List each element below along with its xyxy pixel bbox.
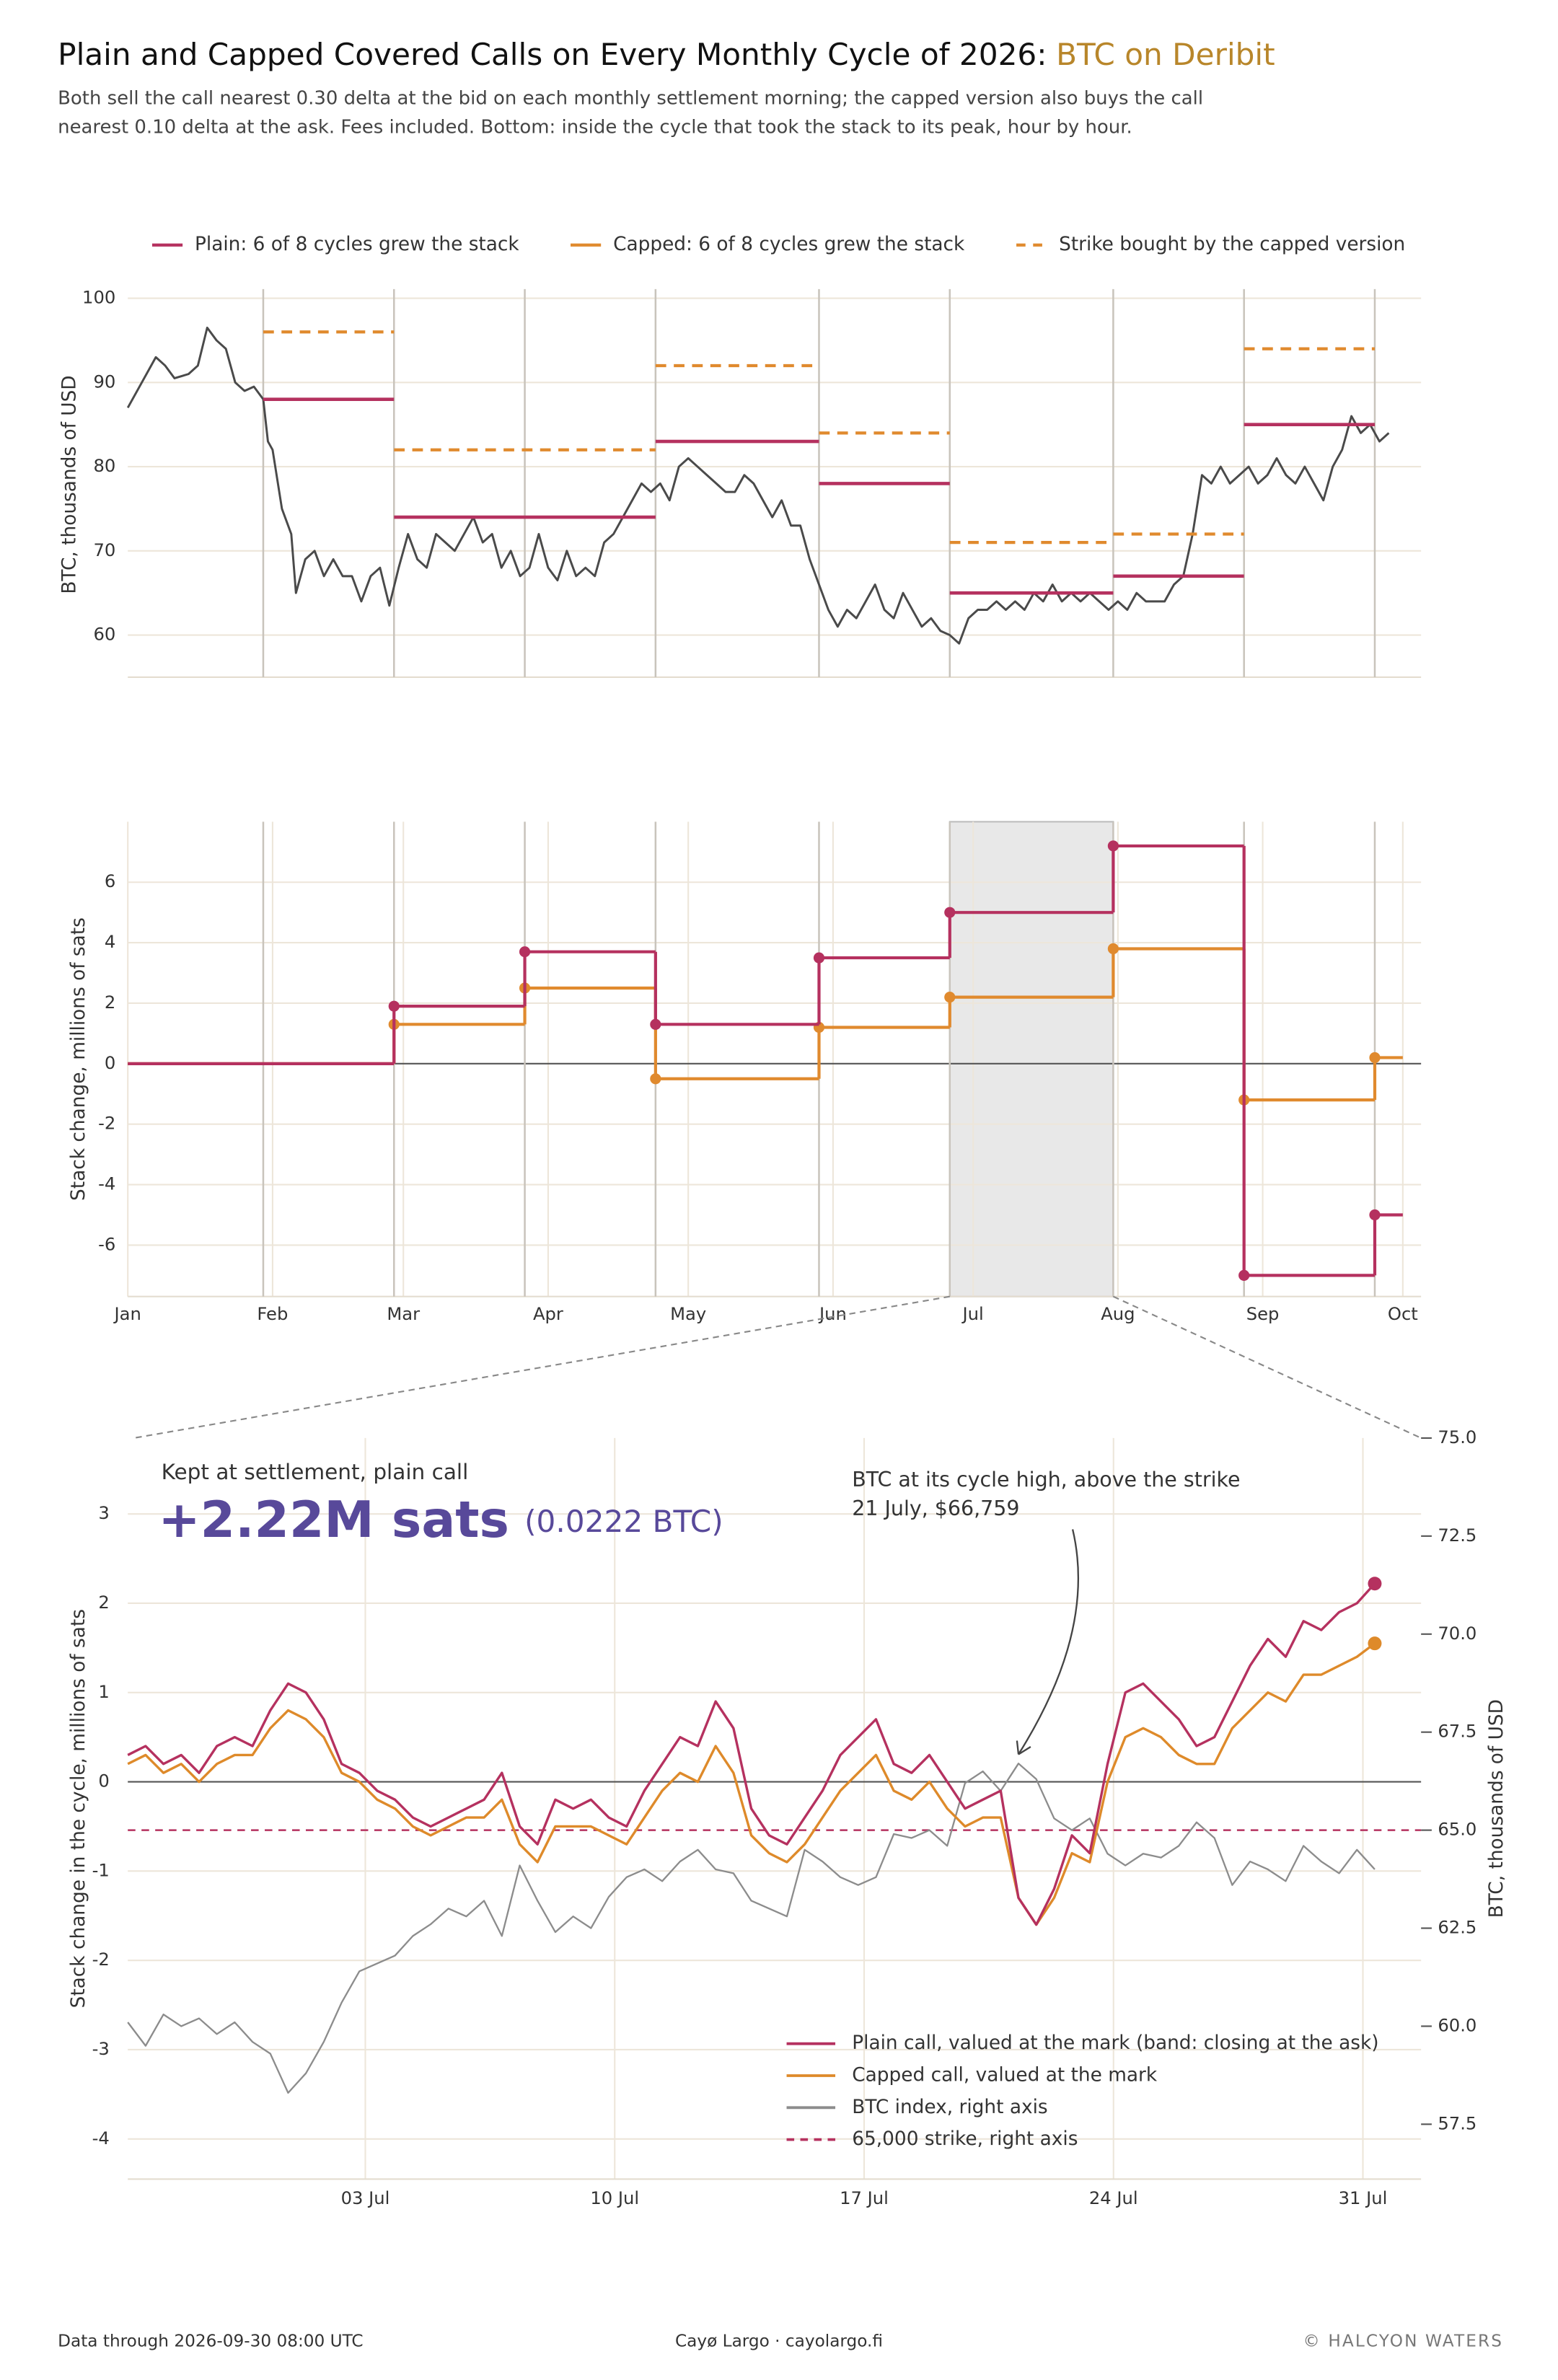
x-tick-label: Jul [961,1303,984,1324]
footer-left: Data through 2026-09-30 08:00 UTC [58,2332,363,2351]
x-tick-label: May [670,1303,706,1324]
legend-label: 65,000 strike, right axis [852,2128,1078,2150]
annotation-arrow [1018,1529,1080,1755]
series-line [127,1582,1376,1926]
x-tick-label: Apr [533,1303,563,1324]
end-dot [1368,1577,1382,1591]
y2-axis-label: BTC, thousands of USD [1486,1699,1508,1918]
y-tick-label: 0 [105,1052,115,1073]
y-tick-label: 4 [105,931,115,952]
settlement-dot [1369,1052,1381,1064]
y-tick-label: 90 [93,371,115,392]
annotation: 21 July, $66,759 [852,1497,1019,1520]
y2-tick-label: 67.5 [1438,1721,1476,1742]
y2-tick-label: 57.5 [1438,2112,1476,2133]
y-tick-label: -4 [98,1173,115,1194]
subtitle-line: nearest 0.10 delta at the ask. Fees incl… [58,117,1132,138]
footer-center: Cayø Largo · cayolargo.fi [675,2332,883,2351]
settlement-dot [1238,1269,1250,1281]
annotation: BTC at its cycle high, above the strike [852,1468,1240,1491]
y2-tick-label: 60.0 [1438,2014,1476,2035]
price-line [126,326,1390,645]
legend-label: Plain call, valued at the mark (band: cl… [852,2032,1378,2054]
legend-label: Plain: 6 of 8 cycles grew the stack [195,234,519,255]
x-tick-label: 10 Jul [590,2187,639,2208]
x-tick-label: 24 Jul [1089,2187,1138,2208]
y2-tick-label: 65.0 [1438,1819,1476,1840]
y2-tick-label: 62.5 [1438,1917,1476,1938]
legend-label: Strike bought by the capped version [1059,234,1405,255]
headline-sats: +2.22M sats [158,1491,509,1549]
x-tick-label: Mar [387,1303,420,1324]
y-tick-label: -1 [92,1859,110,1880]
x-tick-label: Aug [1101,1303,1135,1324]
y-axis-label: Stack change, millions of sats [68,917,89,1201]
arrow-head [1016,1740,1031,1755]
y-tick-label: 80 [93,455,115,476]
y-tick-label: 3 [98,1502,109,1523]
title-highlight: BTC on Deribit [1056,37,1275,72]
x-tick-label: 03 Jul [341,2187,390,2208]
title-main: Plain and Capped Covered Calls on Every … [58,37,1047,72]
y-tick-label: -2 [92,1949,110,1970]
peak-cycle-band [949,821,1114,1297]
legend-label: BTC index, right axis [852,2097,1047,2118]
series-line [127,1642,1376,1926]
y-tick-label: 2 [98,1592,109,1613]
zoom-connector [1112,1295,1422,1439]
y-axis-label: BTC, thousands of USD [59,375,81,594]
y-tick-label: 1 [98,1681,109,1702]
settlement-dot [519,946,531,958]
series-line [127,1763,1376,2094]
x-tick-label: Jun [818,1303,847,1324]
settlement-dot [944,991,956,1003]
y2-tick-label: 72.5 [1438,1525,1476,1546]
end-dot [1368,1636,1382,1651]
y-tick-label: -2 [98,1113,115,1134]
settlement-dot [1369,1209,1381,1221]
y2-tick-label: 70.0 [1438,1623,1476,1644]
y-tick-label: 6 [105,871,115,891]
legend-label: Capped call, valued at the mark [852,2065,1158,2086]
subtitle-line: Both sell the call nearest 0.30 delta at… [58,88,1203,110]
annotation: Kept at settlement, plain call [162,1460,469,1484]
y-tick-label: -6 [98,1233,115,1254]
chart-title: Plain and Capped Covered Calls on Every … [58,37,1275,72]
settlement-dot [1107,840,1119,852]
settlement-dot [944,907,956,918]
y-tick-label: 60 [93,624,115,645]
x-tick-label: Oct [1388,1303,1418,1324]
settlement-dot [813,952,825,964]
settlement-dot [650,1073,661,1085]
y-tick-label: 2 [105,992,115,1013]
x-tick-label: 17 Jul [840,2187,889,2208]
x-tick-label: Jan [113,1303,141,1324]
x-tick-label: Sep [1246,1303,1280,1324]
footer-right: © HALCYON WATERS [1303,2332,1504,2351]
legend-label: Capped: 6 of 8 cycles grew the stack [613,234,965,255]
x-tick-label: 31 Jul [1339,2187,1388,2208]
headline-value: +2.22M sats (0.0222 BTC) [158,1491,723,1549]
y2-tick-label: 75.0 [1438,1427,1476,1447]
settlement-dot [1107,943,1119,955]
x-tick-label: Feb [257,1303,288,1324]
y-tick-label: 0 [98,1771,109,1791]
y-tick-label: -4 [92,2128,110,2148]
y-tick-label: -3 [92,2038,110,2059]
settlement-dot [388,1000,400,1012]
settlement-dot [650,1018,661,1030]
y-tick-label: 100 [82,287,115,308]
headline-btc: (0.0222 BTC) [524,1504,723,1539]
y-axis-label: Stack change in the cycle, millions of s… [68,1609,89,2008]
y-tick-label: 70 [93,539,115,560]
